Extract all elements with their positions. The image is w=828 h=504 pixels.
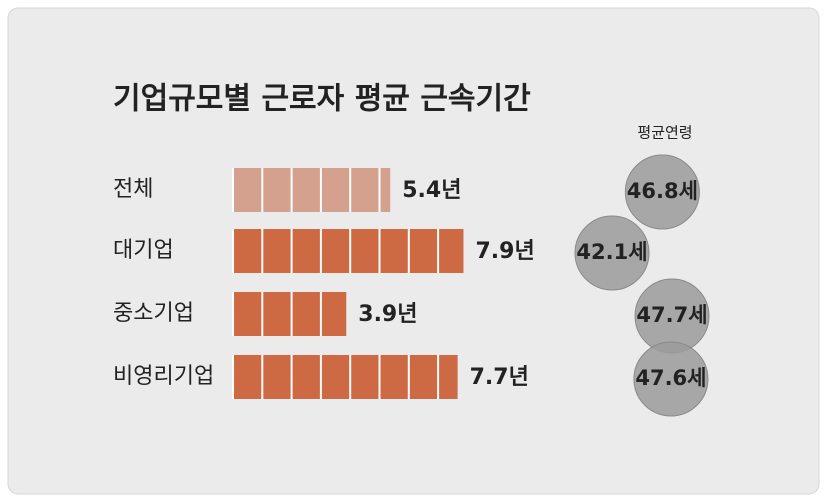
value-label: 7.9년 xyxy=(475,239,534,264)
age-label: 47.6세 xyxy=(635,366,706,390)
chart-title: 기업규모별 근로자 평균 근속기간 xyxy=(113,82,531,117)
age-label: 47.7세 xyxy=(636,303,707,327)
value-label: 5.4년 xyxy=(402,178,461,203)
age-circle xyxy=(574,215,650,291)
age-circle xyxy=(624,154,700,230)
age-header: 평균연령 xyxy=(637,124,692,142)
age-label: 42.1세 xyxy=(576,240,647,264)
bar-segments xyxy=(232,355,458,399)
bar-segments xyxy=(232,229,464,273)
category-label: 대기업 xyxy=(113,238,174,263)
bar-segments xyxy=(232,292,347,336)
category-label: 중소기업 xyxy=(113,301,194,326)
category-label: 전체 xyxy=(113,177,153,202)
category-label: 비영리기업 xyxy=(113,364,214,389)
value-label: 7.7년 xyxy=(470,365,529,390)
value-label: 3.9년 xyxy=(358,302,417,327)
age-label: 46.8세 xyxy=(627,179,698,203)
bar-segments xyxy=(232,168,391,212)
age-circle xyxy=(633,341,709,417)
